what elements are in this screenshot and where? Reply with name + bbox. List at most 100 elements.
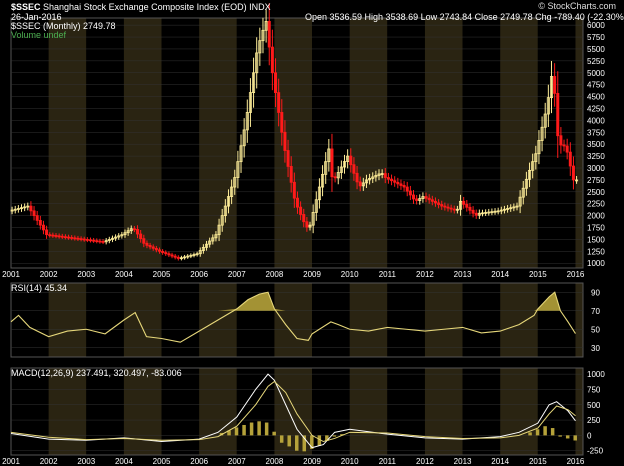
x-tick-label: 2005 [153, 270, 171, 279]
candle-body [277, 92, 281, 113]
candle-body [123, 232, 127, 236]
candle-body [104, 240, 108, 243]
candle-body [474, 212, 478, 216]
macd-histogram-bar [535, 429, 540, 436]
year-band [575, 368, 583, 455]
candle-body [148, 244, 152, 248]
candle-body [139, 233, 143, 240]
candle-body [531, 161, 535, 171]
candle-body [321, 173, 325, 188]
year-band [123, 368, 162, 455]
candle-body [565, 145, 569, 153]
year-band [161, 18, 200, 268]
candle-body [60, 235, 64, 238]
candle-body [299, 206, 303, 215]
candle-body [13, 208, 17, 211]
candle-body [390, 178, 394, 182]
x-tick-label: 2014 [491, 457, 509, 466]
x-tick-label: 2004 [115, 457, 133, 466]
candle-body [233, 177, 237, 188]
year-band [500, 18, 538, 268]
macd-legend: MACD(12,26,9) 237.491, 320.497, -83.006 [11, 368, 182, 378]
y-tick-label: 5000 [587, 69, 605, 78]
candle-body [462, 200, 466, 205]
candle-body [421, 196, 425, 199]
candle-body [67, 236, 71, 239]
year-band [349, 283, 388, 357]
candle-body [446, 206, 450, 209]
macd-histogram-bar [227, 430, 231, 436]
chart-title: $SSEC Shanghai Stock Exchange Composite … [11, 2, 271, 12]
candle-body [430, 199, 434, 202]
y-tick-label: 5750 [587, 33, 605, 42]
candle-body [73, 237, 77, 240]
y-tick-label: 5500 [587, 45, 605, 54]
candle-body [402, 185, 406, 188]
candle-body [236, 161, 240, 178]
year-band [349, 18, 388, 268]
candle-body [120, 234, 124, 237]
macd-histogram-bar [565, 435, 570, 439]
x-tick-label: 2008 [266, 457, 284, 466]
candle-body [308, 224, 312, 228]
macd-histogram-bar [558, 435, 562, 437]
candle-body [449, 207, 453, 210]
candle-body [98, 240, 102, 243]
macd-histogram-bar [264, 422, 269, 436]
x-tick-label: 2015 [529, 270, 547, 279]
candle-body [292, 181, 296, 199]
candle-body [92, 239, 96, 242]
candle-body [571, 165, 575, 181]
macd-histogram-bar [287, 435, 291, 447]
year-band [86, 283, 124, 357]
year-band [11, 368, 49, 455]
candle-body [38, 219, 42, 226]
candle-body [452, 208, 456, 211]
candle-body [57, 235, 61, 238]
y-tick-label: 4000 [587, 116, 605, 125]
y-tick-label: 2750 [587, 176, 605, 185]
candle-body [477, 212, 481, 216]
y-tick-label: 1750 [587, 224, 605, 233]
y-tick-label: 4250 [587, 104, 605, 113]
candle-body [189, 254, 193, 257]
candle-body [546, 97, 550, 115]
candle-body [361, 182, 365, 187]
y-tick-label: 750 [587, 385, 601, 394]
date-label: 26-Jan-2016 [11, 12, 62, 22]
y-tick-label: 500 [587, 401, 601, 410]
macd-histogram-bar [528, 432, 532, 436]
candle-body [286, 150, 290, 167]
candle-body [136, 228, 140, 235]
candle-body [339, 166, 343, 173]
macd-histogram-bar [543, 426, 547, 436]
y-tick-label: 2250 [587, 200, 605, 209]
year-band [48, 368, 87, 455]
y-tick-label: 1000 [587, 259, 605, 268]
x-tick-label: 2015 [529, 457, 547, 466]
x-tick-label: 2006 [190, 457, 208, 466]
candle-body [493, 210, 497, 213]
candle-body [562, 144, 566, 147]
candle-body [274, 72, 278, 94]
candle-body [355, 172, 359, 183]
candle-body [201, 246, 205, 251]
year-band [123, 18, 162, 268]
candle-body [521, 187, 525, 198]
exchange-label: INDX [249, 2, 271, 12]
rsi-legend: RSI(14) 45.34 [11, 283, 68, 293]
macd-histogram-bar [573, 435, 577, 441]
candle-body [399, 183, 403, 186]
candle-body [248, 92, 252, 113]
candle-body [518, 196, 522, 207]
macd-histogram-bar [317, 435, 322, 446]
candle-body [239, 145, 243, 163]
candle-body [101, 241, 105, 243]
candle-body [377, 173, 381, 176]
candle-body [471, 209, 475, 214]
candle-body [480, 212, 484, 215]
candle-body [380, 173, 384, 175]
candle-body [205, 243, 209, 248]
year-band [462, 18, 501, 268]
candle-body [170, 254, 174, 257]
